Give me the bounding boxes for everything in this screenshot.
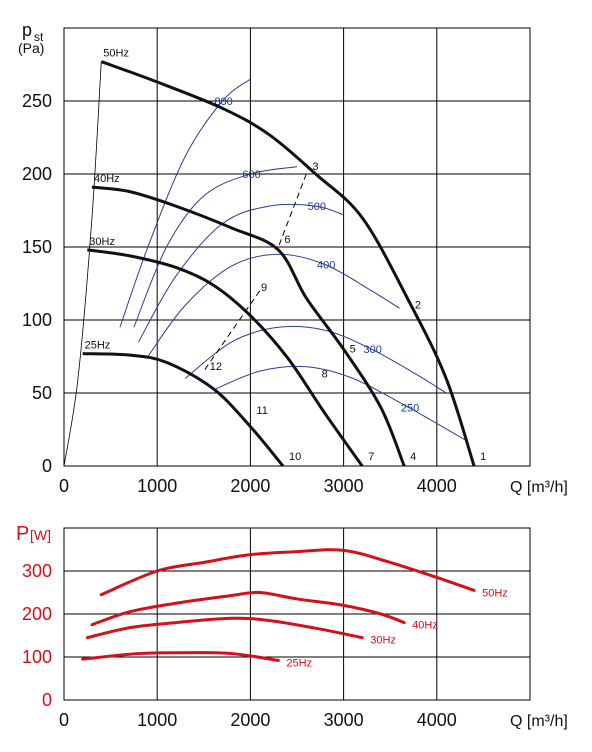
y-tick-label: 0 <box>42 456 52 476</box>
pressure-curve-label: 40Hz <box>94 173 120 185</box>
x-tick-label: 0 <box>59 710 69 730</box>
x-tick-label: 2000 <box>230 710 270 730</box>
operating-point-label: 10 <box>289 451 301 463</box>
system-line <box>203 290 261 372</box>
lower-ylabel-unit: [W] <box>30 527 51 543</box>
operating-point-label: 8 <box>322 368 328 380</box>
x-tick-label: 4000 <box>417 476 457 496</box>
power-curve-label: 40Hz <box>412 620 438 632</box>
x-tick-label: 2000 <box>230 476 270 496</box>
efficiency-curve-label: 400 <box>317 260 335 272</box>
power-curve-50Hz <box>99 548 476 597</box>
y-tick-label: 300 <box>22 561 52 581</box>
operating-point-label: 5 <box>350 344 356 356</box>
operating-point-label: 6 <box>284 234 290 246</box>
operating-point-label: 3 <box>312 161 318 173</box>
upper-xlabel: Q [m³/h] <box>510 479 568 496</box>
y-tick-label: 50 <box>32 383 52 403</box>
operating-point-label: 11 <box>256 405 267 417</box>
x-tick-label: 3000 <box>324 710 364 730</box>
upper-ylabel-main: p <box>22 20 32 40</box>
system-line <box>277 173 307 248</box>
efficiency-curve-label: 300 <box>364 344 382 356</box>
upper-ylabel-sub: st <box>34 30 44 44</box>
y-tick-label: 0 <box>42 690 52 710</box>
power-curve-label: 30Hz <box>370 635 396 647</box>
x-tick-label: 1000 <box>137 476 177 496</box>
efficiency-curve-label: 800 <box>214 96 232 108</box>
pressure-curve-25Hz <box>82 352 285 467</box>
pressure-curve-50Hz <box>100 60 476 467</box>
pressure-curve-label: 30Hz <box>89 236 115 248</box>
operating-point-label: 1 <box>480 451 486 463</box>
y-tick-label: 100 <box>22 310 52 330</box>
upper-grid <box>64 28 530 466</box>
lower-labels: 0 1000 2000 3000 4000 0 100 200 300 <box>22 561 457 730</box>
x-tick-label: 4000 <box>417 710 457 730</box>
upper-efficiency-curves: 800 600 500 400 300 250 <box>119 78 466 441</box>
power-curve-30Hz <box>85 616 364 640</box>
efficiency-curve-label: 600 <box>242 169 260 181</box>
y-tick-label: 100 <box>22 647 52 667</box>
power-curve-label: 25Hz <box>286 657 312 669</box>
lower-xlabel: Q [m³/h] <box>510 713 568 730</box>
min-flow-boundary-curve <box>63 61 102 467</box>
x-tick-label: 1000 <box>137 710 177 730</box>
efficiency-curve-600 <box>133 166 298 328</box>
lower-power-curves: 50Hz 40Hz 30Hz 25Hz <box>81 548 508 669</box>
efficiency-curve-300 <box>184 325 447 394</box>
upper-labels: 0 1000 2000 3000 4000 0 50 100 150 200 250 <box>22 91 457 496</box>
x-tick-label: 0 <box>59 476 69 496</box>
y-tick-label: 200 <box>22 164 52 184</box>
efficiency-curve-label: 250 <box>401 403 419 415</box>
efficiency-curve-250 <box>212 365 466 441</box>
power-curve-label: 50Hz <box>482 587 508 599</box>
efficiency-curve-500 <box>138 203 344 343</box>
y-tick-label: 200 <box>22 604 52 624</box>
operating-point-label: 9 <box>261 282 267 294</box>
lower-ylabel-main: P <box>16 523 29 545</box>
efficiency-curve-400 <box>147 253 400 357</box>
lower-grid <box>64 528 530 700</box>
pressure-curve-40Hz <box>91 185 406 467</box>
power-curve-40Hz <box>90 590 406 627</box>
pressure-curve-label: 25Hz <box>85 340 111 352</box>
efficiency-curve-label: 500 <box>308 201 326 213</box>
operating-point-label: 4 <box>410 451 416 463</box>
efficiency-curve-800 <box>119 78 251 328</box>
power-curve-25Hz <box>81 651 280 662</box>
upper-system-lines <box>63 61 307 467</box>
operating-point-label: 7 <box>368 451 374 463</box>
x-tick-label: 3000 <box>324 476 364 496</box>
y-tick-label: 250 <box>22 91 52 111</box>
operating-point-label: 2 <box>415 300 421 312</box>
operating-point-label: 12 <box>210 361 222 373</box>
pressure-curve-label: 50Hz <box>103 48 129 60</box>
y-tick-label: 150 <box>22 237 52 257</box>
upper-ylabel-unit: (Pa) <box>18 40 44 56</box>
pressure-curve-30Hz <box>87 248 364 467</box>
